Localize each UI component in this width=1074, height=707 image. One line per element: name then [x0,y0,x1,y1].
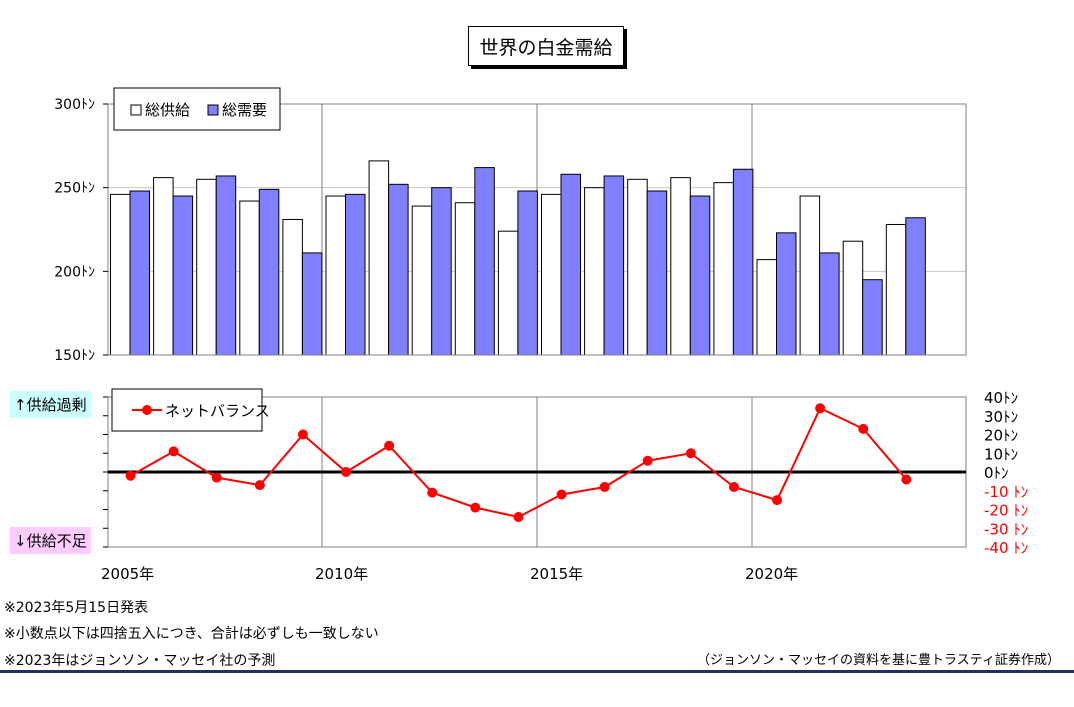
supply-bar-2018 [670,177,691,356]
legend-label-supply: 総供給 [145,101,190,119]
2011 [384,440,395,451]
2020 [772,495,783,506]
2013 [470,502,481,513]
note-rounding: ※小数点以下は四捨五入につき、合計は必ずしも一致しない [4,626,379,642]
bottom-ytick-label: 20ﾄﾝ [984,427,1018,445]
demand-bar-2016 [603,175,625,356]
legend-label-balance: ネットバランス [165,402,270,420]
2021 [815,403,826,414]
bottom-ytick-label: 30ﾄﾝ [984,408,1018,426]
bottom-ytick-label: 40ﾄﾝ [984,389,1018,407]
legend-marker-balance [142,405,152,415]
bottom-ytick-label: -30 ﾄﾝ [984,520,1028,538]
supply-bar-2009 [282,218,303,356]
demand-bar-2013 [474,167,495,356]
supply-bar-2012 [411,205,433,356]
xtick-label: 2015年 [530,565,583,583]
top-legend: 総供給 総需要 [113,87,281,131]
demand-bar-2012 [431,187,452,356]
bottom-ytick-label: 10ﾄﾝ [984,445,1018,463]
supply-bar-2023 [885,223,907,356]
2015 [556,489,567,500]
demand-bar-2008 [258,188,280,356]
supply-bar-2016 [584,187,605,356]
supply-bar-2021 [799,195,821,356]
supply-demand-plot: 150ﾄﾝ 200ﾄﾝ 250ﾄﾝ 300ﾄﾝ 総供給 総需要 [54,87,967,364]
top-legend-box [113,87,281,131]
demand-bar-2007 [215,175,237,356]
chart-title: 世界の白金需給 [468,26,624,66]
note-forecast: ※2023年はジョンソン・マッセイ社の予測 [4,653,276,669]
2022 [858,423,869,434]
supply-bar-2015 [541,193,562,356]
bottom-ytick-label: -20 ﾄﾝ [984,502,1028,520]
source-credit: （ジョンソン・マッセイの資料を基に豊トラスティ証券作成） [697,653,1060,668]
legend-label-demand: 総需要 [222,101,267,119]
demand-bar-2019 [732,168,754,356]
demand-bar-2011 [388,183,409,356]
2014 [513,512,524,522]
bottom-ytick-label: -40 ﾄﾝ [984,539,1028,557]
legend-swatch-supply [130,104,142,116]
supply-bar-2017 [627,178,648,356]
supply-bar-2019 [713,182,734,356]
deficit-tag: ↓供給不足 [10,527,91,554]
xtick-label: 2005年 [101,565,154,583]
supply-bar-2007 [196,178,217,356]
demand-bar-2005 [129,190,150,356]
2005 [125,470,136,481]
legend-swatch-demand [207,104,219,116]
bottom-ytick-label: -10 ﾄﾝ [984,483,1028,501]
demand-bar-2021 [819,252,840,356]
2012 [427,487,438,498]
demand-bar-2022 [862,279,883,356]
2018 [685,448,696,459]
top-ytick-label: 150ﾄﾝ [54,348,95,364]
demand-bar-2010 [345,193,366,356]
2007 [211,472,222,483]
supply-bar-2006 [153,177,174,356]
top-ytick-label: 300ﾄﾝ [54,97,95,113]
demand-bar-2020 [776,232,797,356]
demand-bar-2014 [517,190,538,356]
2006 [168,446,179,457]
2023 [901,474,912,485]
supply-bar-2014 [497,230,519,356]
supply-bar-2005 [110,193,131,356]
2010 [341,467,352,477]
xtick-label: 2020年 [745,565,798,583]
note-release-date: ※2023年5月15日発表 [4,600,149,616]
2017 [642,455,653,466]
2008 [254,480,265,491]
demand-bar-2023 [905,217,926,356]
xtick-label: 2010年 [315,565,368,583]
demand-bar-2017 [646,190,668,356]
demand-bar-2015 [560,173,581,356]
supply-bar-2010 [325,195,346,356]
bottom-legend-box [111,388,263,432]
demand-bar-2018 [689,195,711,356]
surplus-tag: ↑供給過剰 [10,391,91,418]
supply-bar-2020 [756,259,777,356]
demand-bar-2009 [301,252,323,356]
supply-bar-2008 [239,200,260,356]
2009 [297,429,308,440]
2016 [599,482,610,492]
top-plot-frame [107,103,967,356]
top-ytick-label: 250ﾄﾝ [54,181,95,197]
supply-bar-2013 [454,202,476,356]
bottom-ytick-label: 0ﾄﾝ [984,464,1009,482]
demand-bar-2006 [172,195,194,356]
2019 [728,482,739,492]
bottom-rule [0,670,1074,673]
top-ytick-label: 200ﾄﾝ [54,264,95,280]
bottom-legend: ネットバランス [111,388,270,432]
supply-bar-2022 [842,240,864,356]
supply-bar-2011 [368,160,390,356]
